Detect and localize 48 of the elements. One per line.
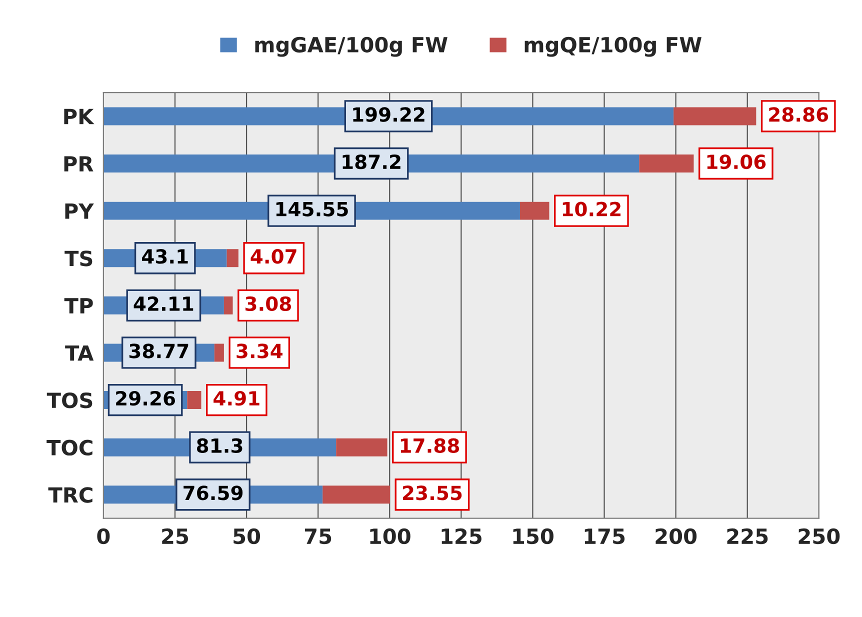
bar (214, 344, 224, 362)
legend-label: mgQE/100g FW (524, 36, 702, 57)
data-label: 4.91 (214, 390, 260, 406)
x-tick-label: 25 (162, 528, 188, 544)
x-tick-label: 100 (370, 528, 410, 544)
bar (520, 202, 550, 220)
bar (224, 296, 233, 314)
data-label: 199.22 (353, 107, 424, 122)
x-tick-label: 125 (442, 528, 482, 544)
y-tick-label: PY (65, 204, 94, 219)
x-tick-label: 200 (656, 528, 697, 544)
data-label: 81.3 (196, 438, 242, 453)
y-tick-label: TP (64, 298, 93, 314)
x-tick-label: 175 (584, 528, 625, 544)
data-label: 3.08 (246, 296, 291, 312)
data-label: 17.88 (400, 438, 460, 453)
data-label: 38.77 (129, 344, 188, 358)
x-tick-label: 50 (234, 528, 260, 544)
y-tick-label: TS (64, 250, 92, 266)
data-label: 42.11 (134, 296, 194, 311)
data-label: 19.06 (707, 154, 766, 170)
data-label: 187.2 (342, 154, 400, 170)
legend-label: mgGAE/100g FW (255, 36, 448, 57)
bar (322, 486, 390, 504)
x-tick-label: 75 (304, 528, 332, 544)
data-label: 76.59 (184, 486, 243, 500)
y-tick-label: TOS (46, 392, 92, 408)
y-tick-label: PR (64, 156, 94, 172)
y-tick-label: TRC (48, 487, 92, 503)
y-tick-label: PK (64, 108, 94, 124)
bar (336, 438, 388, 456)
bar (226, 249, 238, 268)
data-label: 10.22 (562, 202, 620, 216)
data-label: 145.55 (276, 202, 348, 216)
bar (674, 107, 756, 126)
y-tick-label: TA (65, 345, 94, 361)
data-label: 4.07 (250, 249, 296, 264)
x-tick-label: 0 (97, 528, 110, 544)
x-tick-label: 225 (727, 528, 768, 544)
bar (639, 154, 694, 172)
data-label: 23.55 (403, 486, 462, 500)
data-label: 28.86 (769, 107, 828, 122)
data-label: 43.1 (142, 249, 188, 264)
x-tick-label: 250 (798, 528, 840, 544)
bar (187, 391, 202, 410)
x-tick-label: 150 (513, 528, 554, 544)
y-tick-label: TOC (46, 440, 92, 456)
data-label: 3.34 (236, 344, 282, 358)
